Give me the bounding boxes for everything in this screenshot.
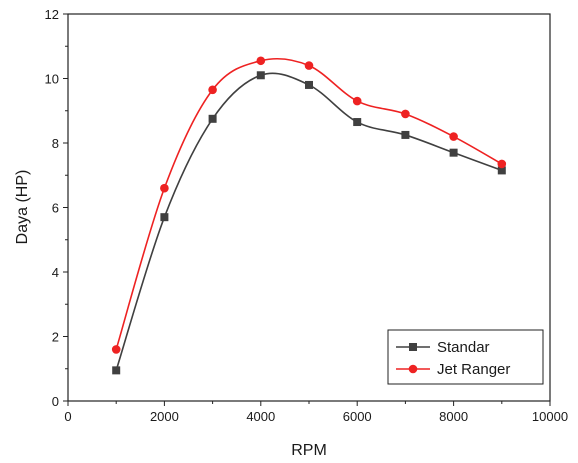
y-tick-label: 6 bbox=[52, 201, 59, 216]
legend: Standar Jet Ranger bbox=[387, 329, 544, 385]
data-point bbox=[256, 71, 265, 80]
data-point bbox=[112, 366, 121, 375]
x-axis-title: RPM bbox=[291, 442, 327, 459]
data-point bbox=[449, 132, 458, 141]
legend-marker bbox=[408, 364, 418, 374]
y-axis: 0 2 4 6 8 10 12 bbox=[45, 7, 68, 409]
legend-marker bbox=[409, 343, 417, 351]
data-point bbox=[401, 109, 410, 119]
x-tick-label: 10000 bbox=[532, 409, 568, 424]
x-tick-label: 2000 bbox=[150, 409, 179, 424]
y-tick-label: 0 bbox=[52, 394, 59, 409]
y-tick-label: 10 bbox=[45, 72, 59, 87]
y-tick-label: 2 bbox=[52, 330, 59, 345]
y-tick-label: 4 bbox=[52, 265, 59, 280]
data-point bbox=[208, 85, 217, 95]
y-axis-title: Daya (HP) bbox=[14, 170, 31, 245]
data-point bbox=[304, 61, 314, 70]
data-point bbox=[401, 130, 410, 139]
x-tick-label: 4000 bbox=[246, 409, 275, 424]
series-standar bbox=[112, 71, 506, 375]
series-layer bbox=[111, 56, 507, 375]
y-tick-label: 12 bbox=[45, 7, 59, 22]
x-tick-label: 8000 bbox=[439, 409, 468, 424]
legend-item: Jet Ranger bbox=[396, 361, 510, 378]
legend-label: Jet Ranger bbox=[437, 361, 510, 378]
series-line bbox=[115, 57, 503, 350]
x-tick-label: 0 bbox=[64, 409, 71, 424]
data-point bbox=[160, 213, 169, 222]
data-point bbox=[208, 114, 217, 123]
data-point bbox=[353, 118, 362, 127]
legend-box bbox=[387, 329, 544, 385]
data-point bbox=[497, 166, 506, 175]
data-point bbox=[160, 183, 169, 193]
series-line bbox=[115, 72, 503, 371]
legend-label: Standar bbox=[437, 339, 490, 356]
data-point bbox=[497, 159, 507, 169]
data-point bbox=[449, 148, 458, 157]
data-point bbox=[305, 80, 313, 89]
data-point bbox=[111, 345, 121, 354]
series-jet-ranger bbox=[111, 56, 507, 354]
legend-item: Standar bbox=[396, 339, 490, 356]
data-point bbox=[256, 56, 266, 66]
x-axis: 0 2000 4000 6000 8000 10000 bbox=[64, 401, 568, 424]
x-tick-label: 6000 bbox=[343, 409, 372, 424]
data-point bbox=[352, 96, 362, 106]
y-tick-label: 8 bbox=[52, 136, 59, 151]
